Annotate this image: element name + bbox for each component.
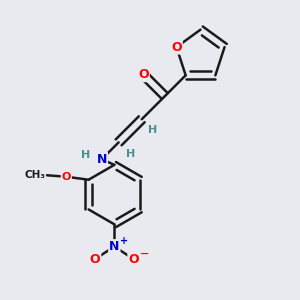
- Text: N: N: [97, 153, 107, 166]
- Text: −: −: [140, 249, 150, 259]
- Text: N: N: [109, 240, 119, 253]
- Text: H: H: [126, 149, 135, 159]
- Text: O: O: [128, 253, 139, 266]
- Text: O: O: [138, 68, 149, 81]
- Text: O: O: [61, 172, 71, 182]
- Text: CH₃: CH₃: [25, 170, 46, 180]
- Text: +: +: [120, 236, 128, 246]
- Text: H: H: [81, 150, 90, 160]
- Text: H: H: [148, 125, 157, 135]
- Text: O: O: [171, 40, 182, 54]
- Text: O: O: [90, 253, 100, 266]
